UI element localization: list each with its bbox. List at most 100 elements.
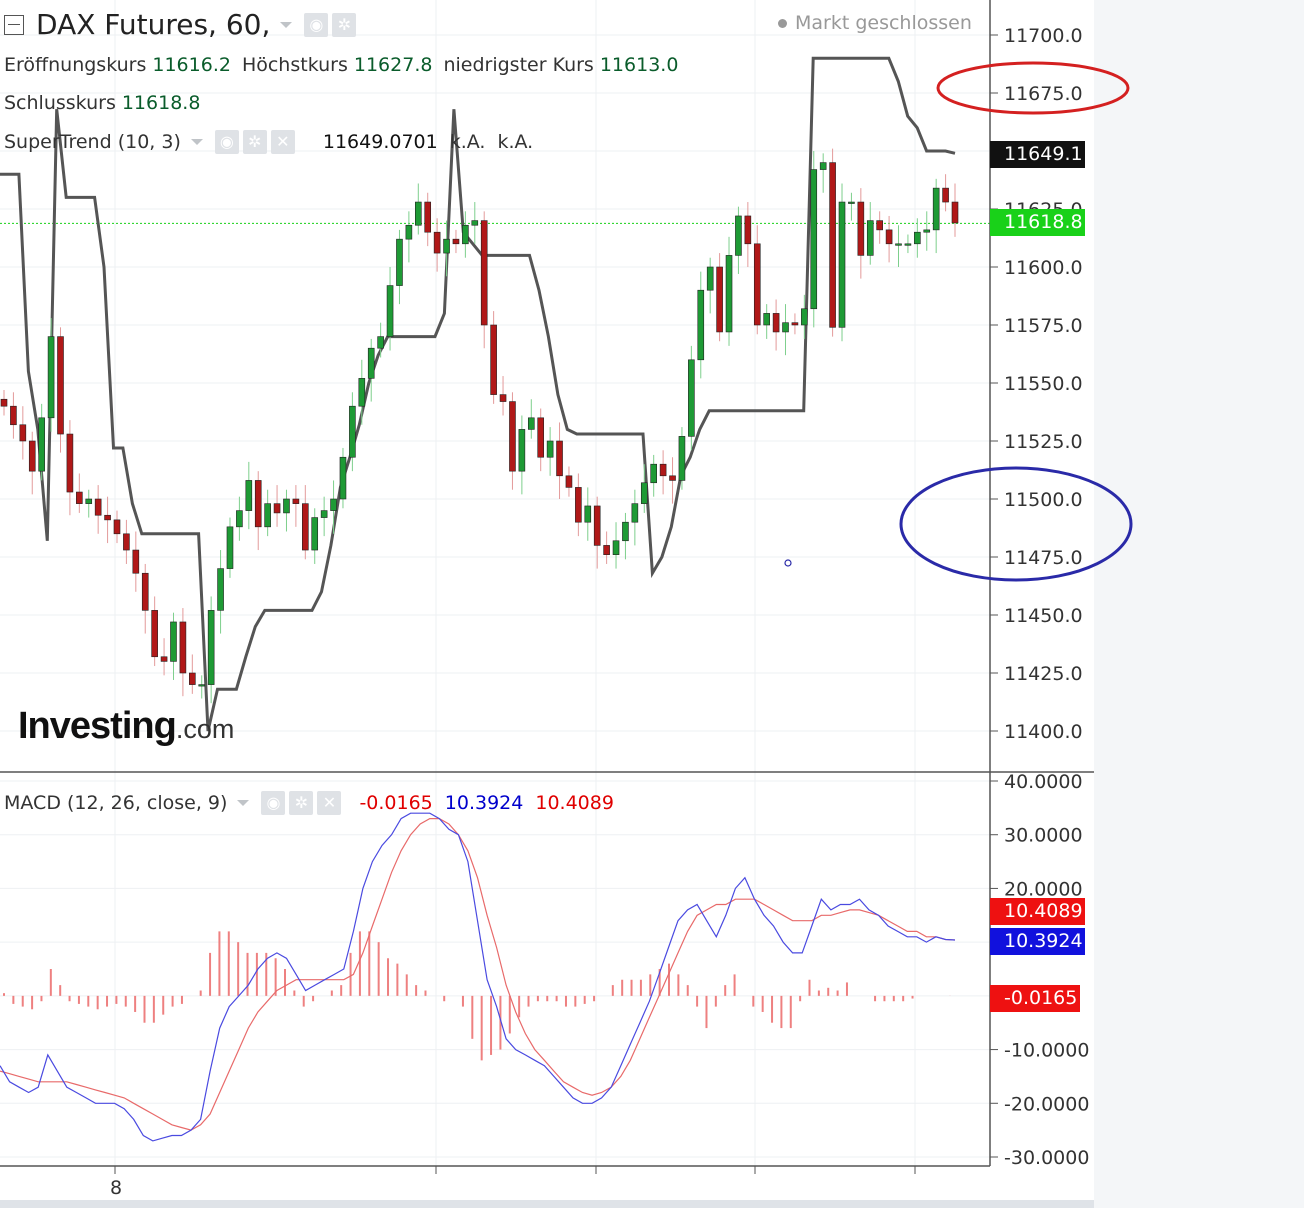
close-icon[interactable]: ✕ [270, 130, 295, 154]
y-tick-label: 11600.0 [1004, 257, 1083, 279]
macd-line-label: 10.3924 [990, 928, 1085, 955]
candle [245, 480, 253, 511]
macd-signal-value: 10.4089 [535, 792, 614, 814]
y-tick-label: 11425.0 [1004, 663, 1083, 685]
status-dot-icon [778, 19, 787, 28]
candle [584, 505, 592, 523]
y-tick-label: 11450.0 [1004, 605, 1083, 627]
gear-icon[interactable]: ✲ [289, 791, 314, 815]
candle [311, 517, 319, 551]
macd-panel [0, 812, 956, 1142]
candle [132, 549, 140, 574]
eye-icon[interactable]: ◉ [304, 12, 329, 37]
candle [688, 359, 695, 437]
high-label: Höchstkurs [241, 54, 348, 76]
candle [556, 440, 563, 477]
macd-y-tick-label: 20.0000 [1004, 878, 1083, 900]
right-margin [1094, 0, 1304, 1208]
candle [179, 621, 187, 674]
chevron-down-icon[interactable] [280, 21, 293, 28]
candle [104, 514, 111, 521]
candle [0, 398, 8, 407]
candle [57, 336, 64, 435]
y-tick-label: 11550.0 [1004, 373, 1083, 395]
macd-legend: MACD (12, 26, close, 9) ◉ ✲ ✕ -0.0165 10… [4, 791, 614, 815]
supertrend-name: SuperTrend (10, 3) [4, 131, 181, 153]
macd-y-tick-label: -30.0000 [1004, 1147, 1089, 1169]
candle [518, 429, 526, 472]
gear-icon[interactable]: ✲ [242, 130, 267, 154]
candle [405, 224, 413, 240]
grid [0, 0, 990, 1166]
candle [490, 324, 497, 395]
candle [753, 243, 761, 326]
candle [113, 519, 121, 535]
candle [254, 480, 262, 528]
axes: 11700.011675.011650.011625.011600.011575… [0, 0, 1094, 1208]
candle [857, 201, 865, 256]
ohlc-row: Eröffnungskurs 11616.2 Höchstkurs 11627.… [4, 54, 678, 76]
candle [782, 322, 789, 333]
eye-icon[interactable]: ◉ [261, 791, 286, 815]
chevron-down-icon[interactable] [237, 800, 250, 806]
candle [320, 510, 328, 518]
candle [546, 440, 554, 458]
candle [236, 510, 243, 528]
candle [339, 456, 347, 500]
candle [951, 201, 959, 224]
macd-signal-label: 10.4089 [990, 898, 1085, 925]
candle [744, 215, 752, 245]
y-tick-label: 11525.0 [1004, 431, 1083, 453]
candle [725, 255, 733, 333]
close-label: Schlusskurs [4, 92, 116, 114]
horizontal-scrollbar [0, 1200, 1094, 1208]
supertrend-na-1: k.A. [449, 131, 486, 153]
candle [471, 220, 479, 226]
candle [914, 231, 921, 245]
candle [264, 503, 271, 528]
eye-icon[interactable]: ◉ [214, 130, 239, 154]
candle [283, 498, 290, 514]
candle [349, 405, 356, 458]
candle [452, 238, 460, 245]
last-price-label: 11618.8 [990, 209, 1085, 236]
candle [565, 475, 573, 488]
macd-y-tick-label: 40.0000 [1004, 771, 1083, 793]
candle [772, 313, 780, 333]
candle [866, 220, 874, 256]
candle [151, 610, 158, 658]
red-circle-annotation [936, 61, 1130, 115]
candle [292, 498, 300, 504]
candle [791, 322, 799, 326]
candle [66, 433, 74, 493]
macd-hist-label: -0.0165 [990, 985, 1080, 1012]
collapse-icon[interactable] [4, 14, 24, 35]
candle [527, 417, 535, 430]
candle [302, 503, 309, 551]
candle [189, 672, 196, 685]
close-icon[interactable]: ✕ [317, 791, 342, 815]
candle [716, 266, 723, 333]
candle [330, 498, 337, 511]
low-label: niedrigster Kurs [443, 54, 594, 76]
y-tick-label: 11675.0 [1004, 83, 1083, 105]
candle [593, 505, 601, 546]
candle [198, 684, 206, 687]
macd-y-tick-label: -10.0000 [1004, 1040, 1089, 1062]
candle [735, 215, 742, 256]
candle [537, 417, 545, 458]
chevron-down-icon[interactable] [190, 139, 203, 145]
candle [640, 482, 648, 504]
low-value: 11613.0 [599, 54, 679, 76]
candle [612, 540, 620, 555]
candle [38, 417, 45, 472]
y-tick-label: 11475.0 [1004, 547, 1083, 569]
candle [160, 656, 168, 662]
candles [0, 148, 959, 704]
high-value: 11627.8 [353, 54, 433, 76]
gear-icon[interactable]: ✲ [332, 12, 357, 37]
y-tick-label: 11700.0 [1004, 25, 1083, 47]
macd-hist-value: -0.0165 [359, 792, 433, 814]
candle [819, 162, 827, 170]
